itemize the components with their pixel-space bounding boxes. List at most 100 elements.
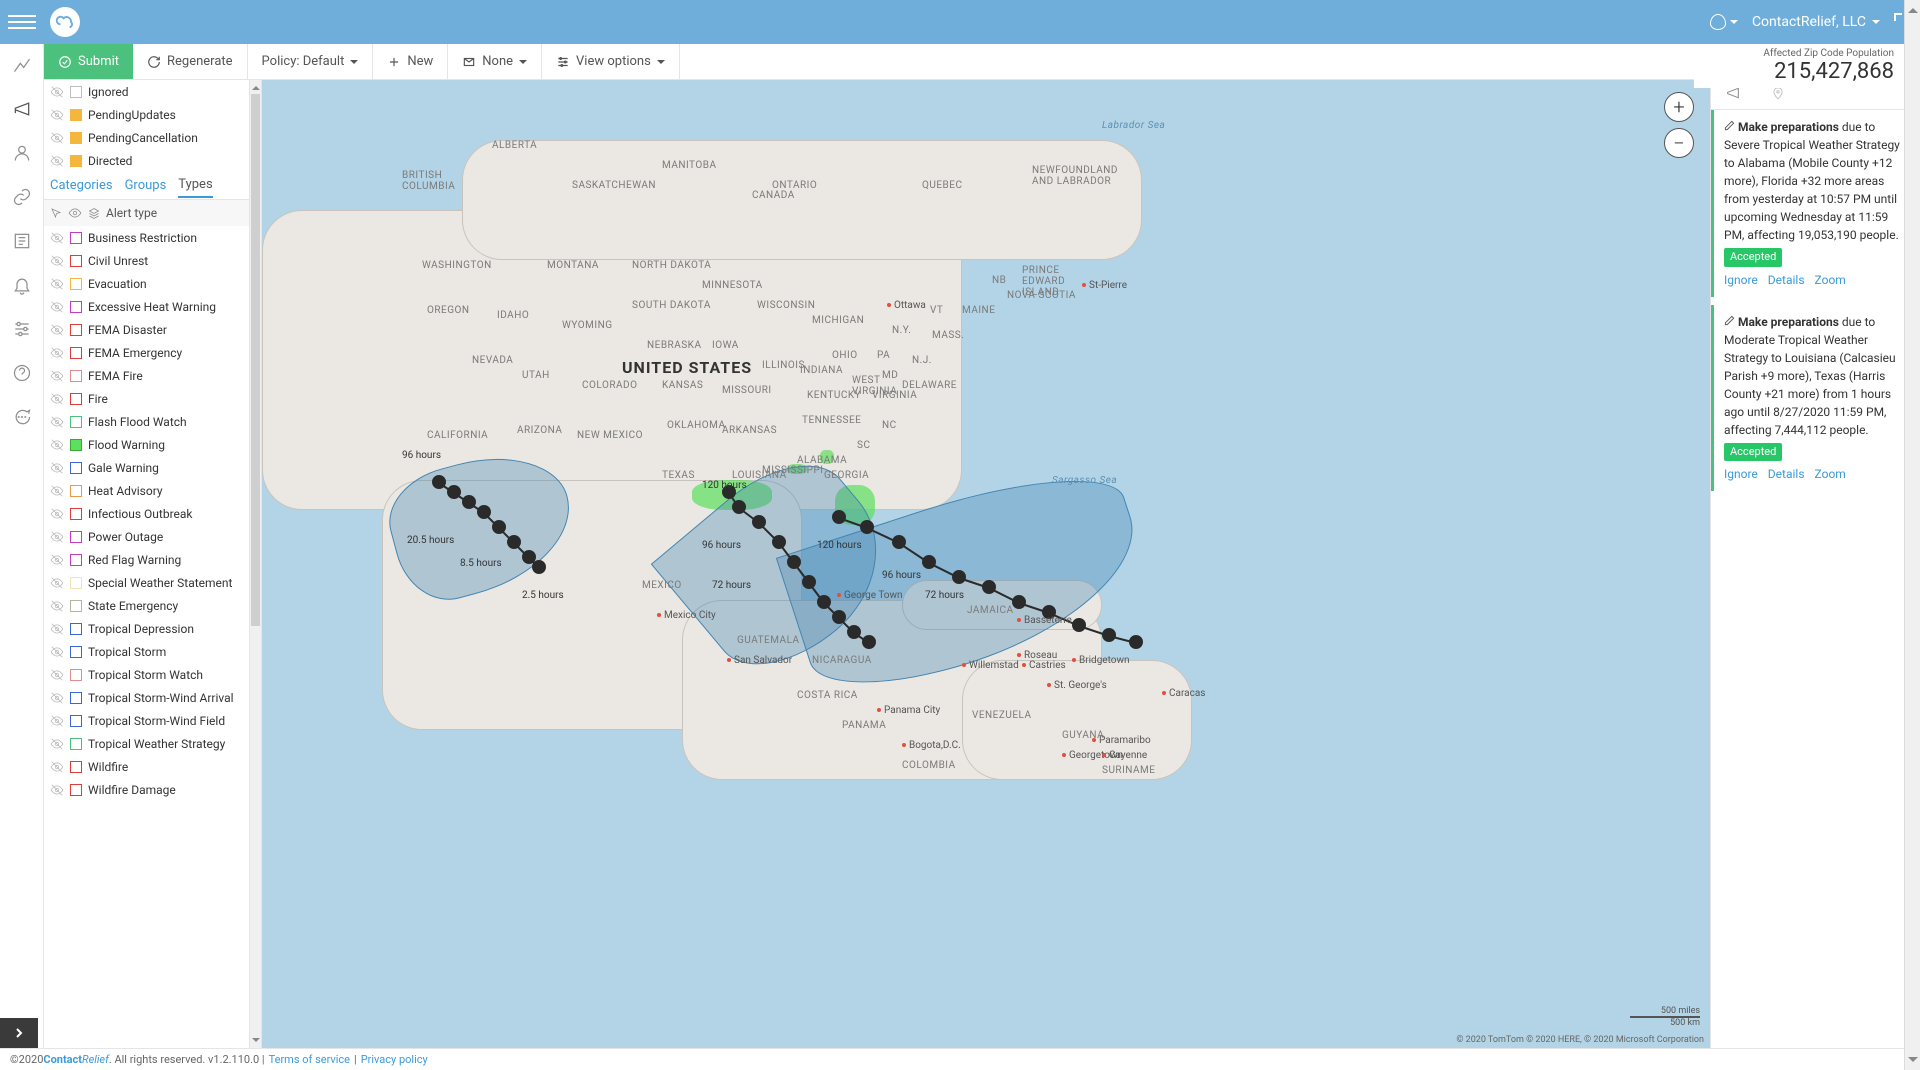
menu-icon[interactable] xyxy=(8,8,36,36)
visibility-icon[interactable] xyxy=(50,369,64,383)
type-row[interactable]: Flood Warning xyxy=(44,433,261,456)
type-row[interactable]: Heat Advisory xyxy=(44,479,261,502)
type-row[interactable]: Red Flag Warning xyxy=(44,548,261,571)
nav-dashboard-icon[interactable] xyxy=(11,54,33,76)
alert-details-link[interactable]: Details xyxy=(1768,273,1805,287)
visibility-icon[interactable] xyxy=(50,760,64,774)
page-scrollbar[interactable] xyxy=(1904,0,1920,1070)
logo[interactable] xyxy=(50,7,80,37)
visibility-icon[interactable] xyxy=(50,737,64,751)
status-row[interactable]: PendingCancellation xyxy=(44,126,261,149)
type-row[interactable]: Gale Warning xyxy=(44,456,261,479)
alert-details-link[interactable]: Details xyxy=(1768,467,1805,481)
status-row[interactable]: PendingUpdates xyxy=(44,103,261,126)
edit-icon[interactable] xyxy=(1724,313,1735,324)
type-row[interactable]: Fire xyxy=(44,387,261,410)
visibility-icon[interactable] xyxy=(50,530,64,544)
group-header[interactable]: Alert type xyxy=(44,200,261,226)
visibility-icon[interactable] xyxy=(50,553,64,567)
org-dropdown[interactable]: ContactRelief, LLC xyxy=(1752,14,1880,30)
visibility-icon[interactable] xyxy=(50,507,64,521)
visibility-icon[interactable] xyxy=(68,206,82,220)
visibility-icon[interactable] xyxy=(50,645,64,659)
nav-settings-icon[interactable] xyxy=(11,318,33,340)
none-dropdown[interactable]: None xyxy=(448,44,542,79)
alert-ignore-link[interactable]: Ignore xyxy=(1724,273,1758,287)
regenerate-button[interactable]: Regenerate xyxy=(133,44,248,79)
nav-help-icon[interactable] xyxy=(11,362,33,384)
visibility-icon[interactable] xyxy=(50,691,64,705)
visibility-icon[interactable] xyxy=(50,484,64,498)
map[interactable]: 2.5 hours8.5 hours20.5 hours96 hours72 h… xyxy=(262,80,1710,1048)
type-row[interactable]: Tropical Depression xyxy=(44,617,261,640)
visibility-icon[interactable] xyxy=(50,346,64,360)
type-row[interactable]: Tropical Storm-Wind Field xyxy=(44,709,261,732)
type-row[interactable]: Power Outage xyxy=(44,525,261,548)
submit-button[interactable]: Submit xyxy=(44,44,133,79)
sidebar-scrollbar[interactable] xyxy=(249,80,261,1048)
view-options-dropdown[interactable]: View options xyxy=(542,44,680,79)
visibility-icon[interactable] xyxy=(50,461,64,475)
type-row[interactable]: Wildfire xyxy=(44,755,261,778)
status-row[interactable]: Ignored xyxy=(44,80,261,103)
type-row[interactable]: FEMA Emergency xyxy=(44,341,261,364)
visibility-icon[interactable] xyxy=(50,254,64,268)
tab-categories[interactable]: Categories xyxy=(50,174,113,197)
visibility-icon[interactable] xyxy=(50,277,64,291)
visibility-icon[interactable] xyxy=(50,714,64,728)
visibility-icon[interactable] xyxy=(50,108,64,122)
nav-links-icon[interactable] xyxy=(11,186,33,208)
visibility-icon[interactable] xyxy=(50,576,64,590)
nav-alerts-icon[interactable] xyxy=(11,98,33,120)
tab-types[interactable]: Types xyxy=(178,173,212,198)
alert-ignore-link[interactable]: Ignore xyxy=(1724,467,1758,481)
visibility-icon[interactable] xyxy=(50,392,64,406)
status-row[interactable]: Directed xyxy=(44,149,261,172)
drawer-toggle[interactable] xyxy=(0,1018,38,1048)
type-row[interactable]: Civil Unrest xyxy=(44,249,261,272)
visibility-icon[interactable] xyxy=(50,231,64,245)
type-row[interactable]: Flash Flood Watch xyxy=(44,410,261,433)
type-row[interactable]: Business Restriction xyxy=(44,226,261,249)
footer-brand[interactable]: ContactRelief xyxy=(43,1053,108,1066)
footer-privacy-link[interactable]: Privacy policy xyxy=(361,1053,428,1066)
nav-chat-icon[interactable] xyxy=(11,406,33,428)
nav-people-icon[interactable] xyxy=(11,142,33,164)
type-row[interactable]: Tropical Weather Strategy xyxy=(44,732,261,755)
visibility-icon[interactable] xyxy=(50,300,64,314)
type-row[interactable]: Infectious Outbreak xyxy=(44,502,261,525)
edit-icon[interactable] xyxy=(1724,118,1735,129)
notifications-button[interactable] xyxy=(1710,14,1738,30)
visibility-icon[interactable] xyxy=(50,85,64,99)
policy-dropdown[interactable]: Policy: Default xyxy=(248,44,374,79)
visibility-icon[interactable] xyxy=(50,415,64,429)
visibility-icon[interactable] xyxy=(50,622,64,636)
type-row[interactable]: FEMA Disaster xyxy=(44,318,261,341)
visibility-icon[interactable] xyxy=(50,783,64,797)
visibility-icon[interactable] xyxy=(50,154,64,168)
tab-groups[interactable]: Groups xyxy=(125,174,167,197)
footer-tos-link[interactable]: Terms of service xyxy=(269,1053,350,1066)
type-row[interactable]: Tropical Storm Watch xyxy=(44,663,261,686)
type-row[interactable]: Tropical Storm-Wind Arrival xyxy=(44,686,261,709)
type-row[interactable]: Excessive Heat Warning xyxy=(44,295,261,318)
visibility-icon[interactable] xyxy=(50,599,64,613)
tab-location-icon[interactable] xyxy=(1771,86,1785,104)
new-button[interactable]: New xyxy=(373,44,448,79)
alert-zoom-link[interactable]: Zoom xyxy=(1815,467,1846,481)
type-row[interactable]: Special Weather Statement xyxy=(44,571,261,594)
visibility-icon[interactable] xyxy=(50,668,64,682)
type-row[interactable]: State Emergency xyxy=(44,594,261,617)
visibility-icon[interactable] xyxy=(50,438,64,452)
nav-bell-icon[interactable] xyxy=(11,274,33,296)
visibility-icon[interactable] xyxy=(50,323,64,337)
type-row[interactable]: Evacuation xyxy=(44,272,261,295)
visibility-icon[interactable] xyxy=(50,131,64,145)
type-row[interactable]: FEMA Fire xyxy=(44,364,261,387)
zoom-in-button[interactable]: + xyxy=(1664,92,1694,122)
nav-reports-icon[interactable] xyxy=(11,230,33,252)
zoom-out-button[interactable]: − xyxy=(1664,128,1694,158)
type-row[interactable]: Tropical Storm xyxy=(44,640,261,663)
alert-zoom-link[interactable]: Zoom xyxy=(1815,273,1846,287)
type-row[interactable]: Wildfire Damage xyxy=(44,778,261,801)
